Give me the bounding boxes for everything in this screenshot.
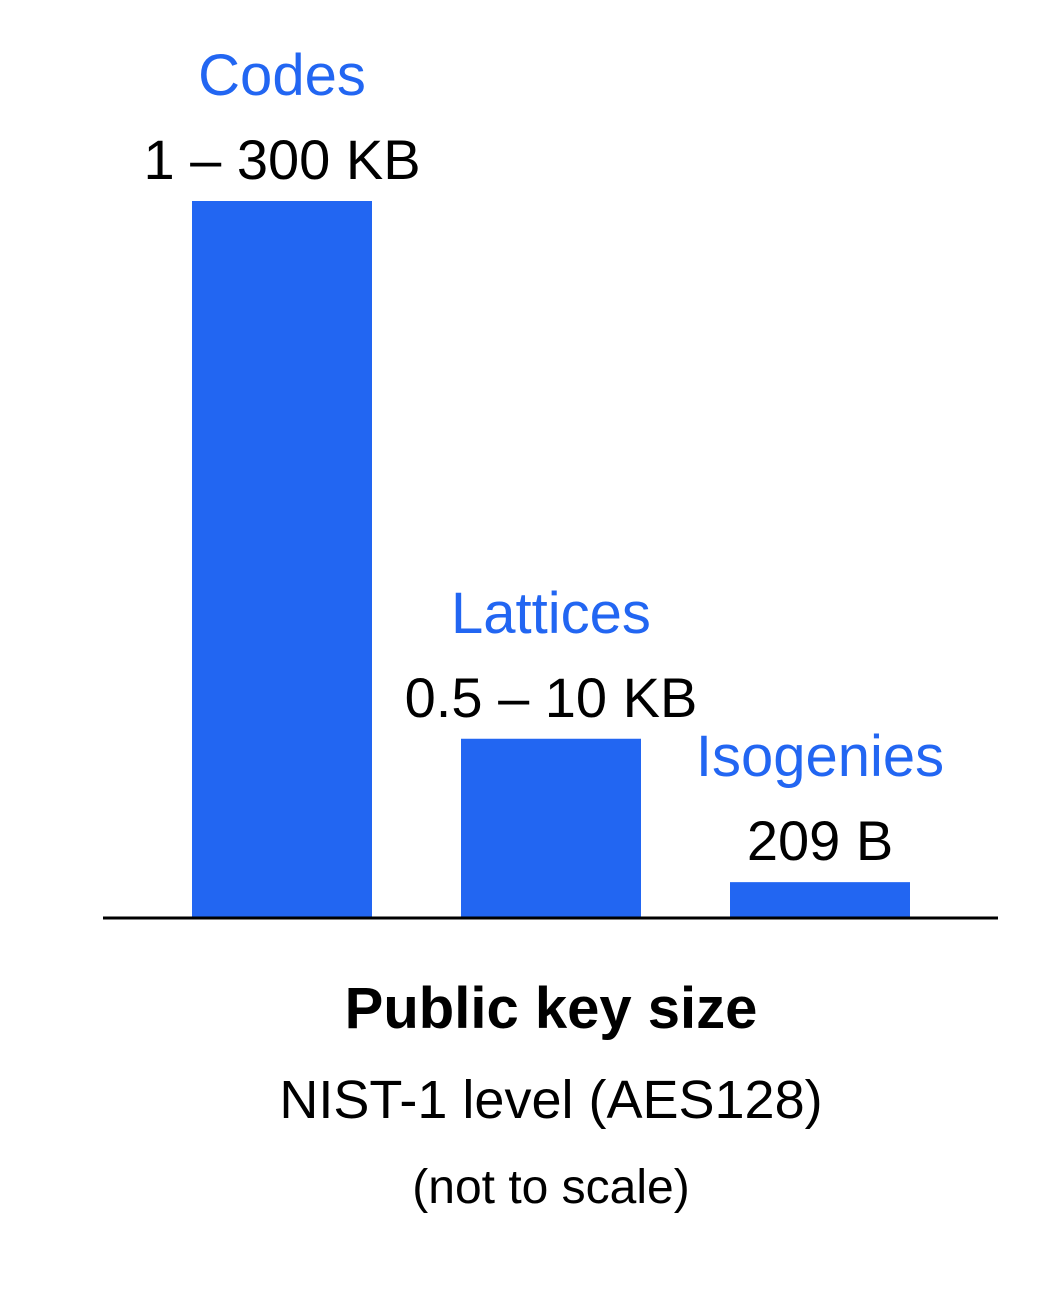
bars-layer xyxy=(192,201,910,918)
category-label-isogenies: Isogenies xyxy=(696,724,944,789)
category-label-codes: Codes xyxy=(198,43,366,108)
bar-lattices xyxy=(461,738,641,918)
x-axis-label: Public key size xyxy=(345,976,758,1041)
value-label-codes: 1 – 300 KB xyxy=(143,128,420,191)
labels-layer: 1 – 300 KB Codes 0.5 – 10 KB Lattices 209 B I… xyxy=(143,43,944,872)
bar-codes xyxy=(192,201,372,918)
security-level-note: NIST-1 level (AES128) xyxy=(279,1070,822,1130)
value-label-isogenies: 209 B xyxy=(747,809,893,872)
value-label-lattices: 0.5 – 10 KB xyxy=(405,666,698,729)
scale-note: (not to scale) xyxy=(412,1161,689,1214)
bar-isogenies xyxy=(730,882,910,918)
category-label-lattices: Lattices xyxy=(451,581,651,646)
